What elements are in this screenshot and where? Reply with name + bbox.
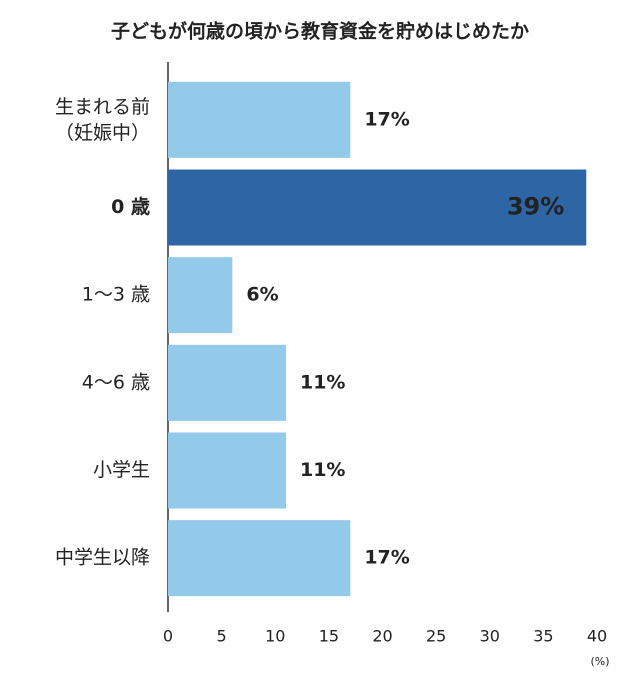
- value-label: 17%: [364, 547, 409, 569]
- y-tick-label: 0 歳: [111, 196, 150, 218]
- y-tick-label: 1〜3 歳: [82, 284, 150, 306]
- x-tick-label: 25: [426, 627, 446, 646]
- bar: [168, 257, 233, 334]
- x-tick-label: 5: [217, 627, 227, 646]
- chart-title: 子どもが何歳の頃から教育資金を貯めはじめたか: [111, 20, 529, 43]
- value-label: 17%: [364, 108, 409, 130]
- value-label: 39%: [507, 193, 564, 221]
- bar: [168, 344, 286, 421]
- y-tick-label: 4〜6 歳: [82, 371, 150, 393]
- x-tick-label: 20: [372, 627, 392, 646]
- x-axis-label: (%): [590, 655, 609, 668]
- y-tick-label: 中学生以降: [55, 547, 150, 569]
- y-tick-label: 生まれる前（妊娠中）: [55, 95, 150, 143]
- bar: [168, 81, 351, 158]
- y-tick-label: 小学生: [93, 459, 150, 481]
- bar: [168, 520, 351, 597]
- bar: [168, 169, 587, 246]
- x-tick-label: 15: [319, 627, 339, 646]
- x-tick-label: 0: [163, 627, 173, 646]
- x-tick-label: 30: [480, 627, 500, 646]
- x-tick-label: 10: [265, 627, 285, 646]
- bar: [168, 432, 286, 509]
- value-label: 11%: [300, 371, 345, 393]
- value-label: 11%: [300, 459, 345, 481]
- x-tick-label: 40: [587, 627, 607, 646]
- value-label: 6%: [246, 284, 278, 306]
- x-tick-label: 35: [533, 627, 553, 646]
